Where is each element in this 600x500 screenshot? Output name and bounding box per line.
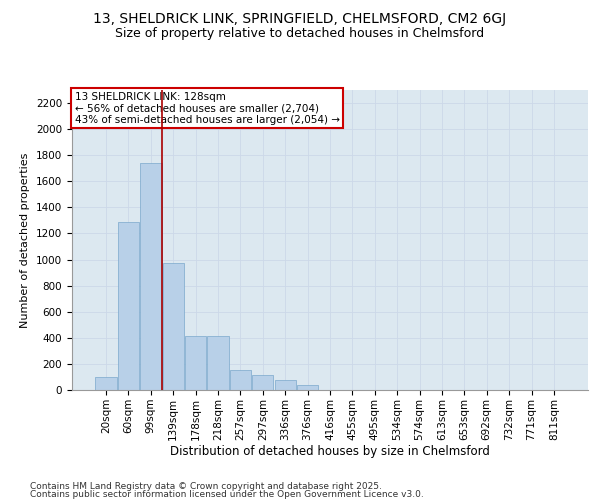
Bar	[275, 380, 296, 390]
Bar	[208, 336, 229, 390]
Bar	[163, 264, 184, 390]
Bar	[297, 385, 318, 390]
Bar	[140, 163, 161, 390]
Text: Contains HM Land Registry data © Crown copyright and database right 2025.: Contains HM Land Registry data © Crown c…	[30, 482, 382, 491]
Bar	[230, 370, 251, 390]
Text: Size of property relative to detached houses in Chelmsford: Size of property relative to detached ho…	[115, 28, 485, 40]
Bar	[118, 222, 139, 390]
Text: 13 SHELDRICK LINK: 128sqm
← 56% of detached houses are smaller (2,704)
43% of se: 13 SHELDRICK LINK: 128sqm ← 56% of detac…	[74, 92, 340, 124]
Bar	[185, 336, 206, 390]
Text: 13, SHELDRICK LINK, SPRINGFIELD, CHELMSFORD, CM2 6GJ: 13, SHELDRICK LINK, SPRINGFIELD, CHELMSF…	[94, 12, 506, 26]
X-axis label: Distribution of detached houses by size in Chelmsford: Distribution of detached houses by size …	[170, 446, 490, 458]
Bar	[252, 375, 274, 390]
Bar	[95, 377, 117, 390]
Text: Contains public sector information licensed under the Open Government Licence v3: Contains public sector information licen…	[30, 490, 424, 499]
Y-axis label: Number of detached properties: Number of detached properties	[20, 152, 31, 328]
